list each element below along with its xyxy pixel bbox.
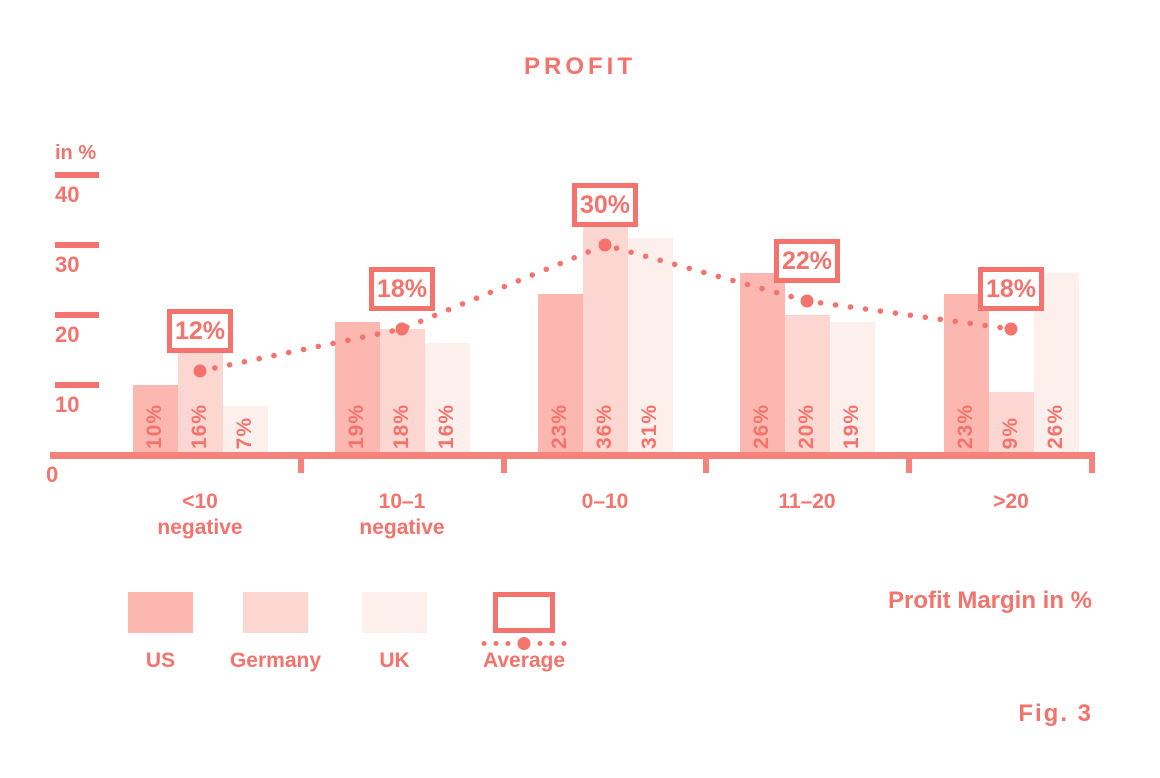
chart-title: PROFIT <box>524 53 636 80</box>
bar-germany-4: 9% <box>988 392 1034 455</box>
x-axis-category-label: 10–1 negative <box>317 489 487 541</box>
dot-icon <box>493 640 499 646</box>
y-axis-tick-dash <box>55 242 99 248</box>
average-point-dot <box>1004 322 1018 336</box>
bar-germany-0: 16% <box>177 343 223 455</box>
x-axis-category-label: 0–10 <box>520 489 690 515</box>
dot-icon <box>481 640 487 646</box>
legend-item-us: US <box>128 592 193 672</box>
y-axis-tick-dash <box>55 312 99 318</box>
y-axis-tick-label: 20 <box>55 322 80 347</box>
legend-label-average: Average <box>482 649 566 672</box>
y-axis-tick-label: 10 <box>55 392 80 417</box>
dot-icon <box>549 640 555 646</box>
bar-germany-3: 20% <box>784 315 830 455</box>
category-label-line: 10–1 <box>378 490 426 513</box>
bar-us-4: 23% <box>943 294 989 455</box>
y-axis-tick-label: 30 <box>55 252 80 277</box>
category-label-line: <10 <box>182 490 218 513</box>
dot-icon <box>505 640 511 646</box>
average-callout: 18% <box>369 267 435 311</box>
x-axis-end-tick <box>1089 452 1095 473</box>
x-axis-tick <box>500 452 507 473</box>
y-axis-tick-dash <box>55 382 99 388</box>
average-point-dot <box>395 322 409 336</box>
bar-us-3: 26% <box>739 273 785 455</box>
legend-label-germany: Germany <box>229 649 322 672</box>
y-axis-tick-dash <box>55 172 99 178</box>
category-label-line: negative <box>359 516 445 539</box>
legend-swatch-germany <box>243 592 308 633</box>
average-callout: 12% <box>167 309 233 353</box>
figure-number-label: Fig. 3 <box>1018 700 1093 727</box>
average-point-dot <box>800 294 814 308</box>
x-axis-category-label: >20 <box>926 489 1096 515</box>
bar-uk-3: 19% <box>829 322 875 455</box>
bar-us-0: 10% <box>132 385 178 455</box>
x-axis-tick <box>298 452 304 473</box>
dot-icon <box>561 640 567 646</box>
x-axis-tick <box>703 452 709 473</box>
bar-uk-2: 31% <box>627 238 673 455</box>
bar-germany-1: 18% <box>379 329 425 455</box>
category-label-line: >20 <box>993 490 1029 513</box>
legend-swatch-us <box>128 592 193 633</box>
average-callout: 30% <box>572 183 638 227</box>
x-axis-category-label: 11–20 <box>722 489 892 515</box>
bar-us-2: 23% <box>537 294 583 455</box>
x-axis-title: Profit Margin in % <box>888 587 1092 614</box>
average-callout: 22% <box>774 239 840 283</box>
legend-item-average: Average <box>481 592 567 672</box>
y-axis-zero-label: 0 <box>46 462 59 487</box>
legend-average-dotted-line <box>481 636 567 650</box>
average-point-dot <box>193 364 207 378</box>
dot-icon <box>537 640 543 646</box>
category-label-line: 0–10 <box>581 490 629 513</box>
bar-uk-0: 7% <box>222 406 268 455</box>
x-axis-category-label: <10 negative <box>115 489 285 541</box>
x-axis-tick <box>906 452 912 473</box>
legend-average-marker-box <box>493 592 555 633</box>
category-label-line: 11–20 <box>778 490 836 513</box>
category-label-line: negative <box>157 516 243 539</box>
legend-item-uk: UK <box>362 592 427 672</box>
legend-item-germany: Germany <box>230 592 321 672</box>
big-dot-icon <box>517 636 531 650</box>
x-axis-baseline <box>50 452 1095 459</box>
average-point-dot <box>598 238 612 252</box>
legend-swatch-uk <box>362 592 427 633</box>
bar-us-1: 19% <box>334 322 380 455</box>
legend-label-us: US <box>145 649 176 672</box>
bar-uk-1: 16% <box>424 343 470 455</box>
legend-label-uk: UK <box>379 649 410 672</box>
average-callout: 18% <box>978 267 1044 311</box>
y-axis-unit-label: in % <box>55 142 97 164</box>
y-axis-tick-label: 40 <box>55 182 80 207</box>
